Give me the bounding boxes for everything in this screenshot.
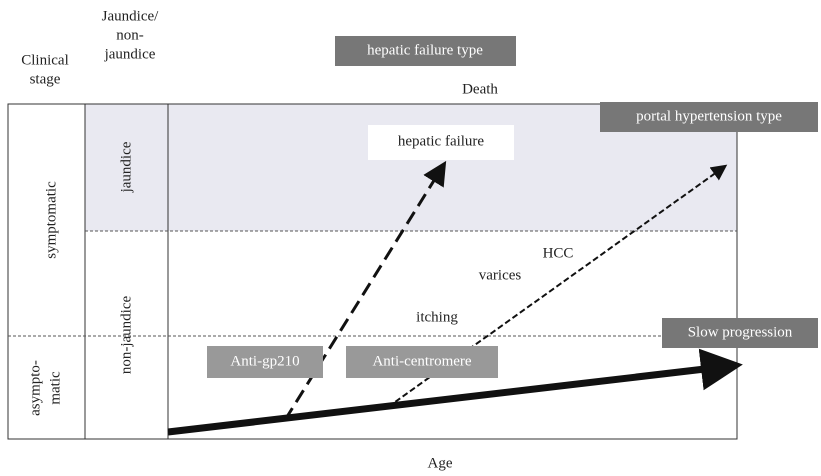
label: portal hypertension type <box>636 108 782 124</box>
frame <box>7 103 738 440</box>
header: non- <box>116 27 144 43</box>
label-box <box>335 36 516 66</box>
row-label: non-jaundice <box>118 296 134 375</box>
label: hepatic failure type <box>367 42 483 58</box>
label: varices <box>479 267 522 283</box>
stage-label: symptomatic <box>43 181 59 259</box>
label-box <box>346 346 498 378</box>
slow-arrow <box>167 348 743 436</box>
label-box <box>662 318 818 348</box>
label-box <box>600 102 818 132</box>
label: Anti-gp210 <box>230 353 299 369</box>
label-box <box>368 125 514 160</box>
label: Slow progression <box>688 324 793 340</box>
label: itching <box>416 309 458 325</box>
row-label: jaundice <box>118 141 134 193</box>
header: Jaundice/ <box>102 8 159 24</box>
header: Clinical <box>21 52 69 68</box>
header: jaundice <box>104 46 156 62</box>
label: hepatic failure <box>398 133 485 149</box>
label: Anti-centromere <box>372 353 471 369</box>
stage-label: asympto- <box>27 360 43 416</box>
axis-label: Age <box>428 455 453 471</box>
label: Death <box>462 81 498 97</box>
stage-label: matic <box>47 371 63 405</box>
label-box <box>207 346 323 378</box>
label: HCC <box>543 245 574 261</box>
header: stage <box>30 71 61 87</box>
